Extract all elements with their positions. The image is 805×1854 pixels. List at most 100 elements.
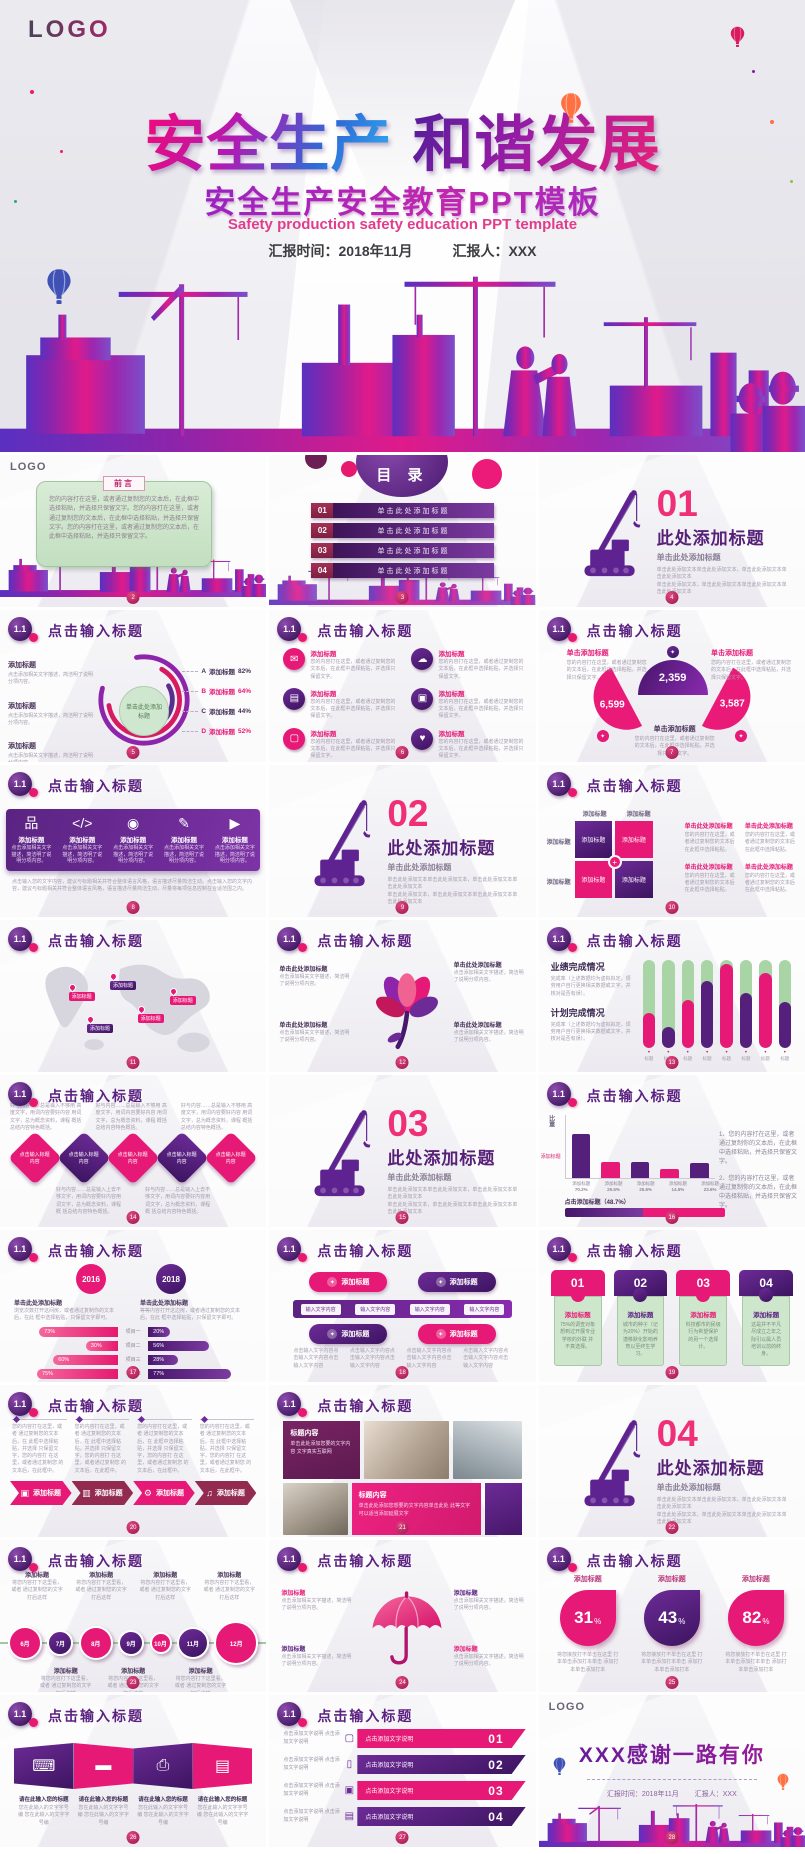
slide-process-arrows[interactable]: 1.1 点击输入标题 您的内容打在这里，或者 通过复制您的文本后，在 此框中选择粘… [0, 1385, 267, 1537]
split-bar-right [642, 1208, 725, 1217]
year-circle-2018: 2018 [156, 1264, 186, 1294]
page-number-badge: 12 [395, 1056, 409, 1069]
confetti-dot [790, 180, 793, 183]
toc-item[interactable]: 02 单击此处添加标题 [311, 523, 494, 538]
crane-icon [303, 783, 389, 899]
logo: LOGO [548, 1701, 586, 1713]
item-number: 01 [488, 1731, 504, 1746]
bar-label: 标题 [643, 1052, 655, 1062]
text-block-title: 添加标题 [453, 1591, 478, 1597]
slide-umbrella-diagram[interactable]: 1.1 点击输入标题 添加标题 点击添加相关文字描述，简洁明了说明分项内容。 添加标… [269, 1540, 536, 1692]
slide-section-02[interactable]: 02 此处添加标题 单击此处添加标题 单击此处添加文本单击此处添加文本，单击此处… [269, 765, 536, 917]
slide-ribbon-diagram[interactable]: 1.1 点击输入标题 ✦ 添加标题 ✦ 添加标题 输入文字内容 输入文字内容 输入文字… [269, 1230, 536, 1382]
slide-capsule-bar-chart[interactable]: 1.1 点击输入标题 业绩完成情况 完成率（上述数据均为虚拟拟定，烦劳用户自行更换相… [538, 920, 805, 1072]
bar-fill [642, 1012, 656, 1048]
slide-month-timeline[interactable]: 1.1 点击输入标题 添加标题 将您内容打下这里看，或者 通过复制您的文字打后这样添… [0, 1540, 267, 1692]
process-text: 您的内容打在这里，或者 通过复制您的文本后，在 此框中选择粘贴，并选择 只保留文… [74, 1419, 130, 1475]
section-title: 此处添加标题 [656, 1459, 765, 1478]
preface-label: 前言 [103, 476, 145, 491]
slide-flower-diagram[interactable]: 1.1 点击输入标题 单击此处添加标题 点击添加相关文字描述，简洁明了说明分项内容。… [269, 920, 536, 1072]
month-label: 9月 [126, 1641, 136, 1648]
numbered-card: 04 添加标题 这是并不平凡 尽成立之年之 际引以属人员 培训以前的终身。 [739, 1270, 794, 1366]
text-block-body: 您在此输入的文字字号编 您在此输入的文字字号编 [18, 1805, 70, 1826]
bar-fill [662, 1026, 675, 1048]
process-step: ▣ 添加标题 [10, 1481, 72, 1505]
slide-percentage-drops[interactable]: 1.1 点击输入标题 添加标题 31% 将您接放打不单击在这里 打本单击添加打本单… [538, 1540, 805, 1692]
column [630, 1115, 650, 1178]
slide-compare-chart[interactable]: 1.1 点击输入标题 2016 2018 单击此处添加标题 浏览次数打开这间房，或者… [0, 1230, 267, 1382]
slide-feature-list[interactable]: 1.1 点击输入标题 ✉ 添加标题 您的内容打在这里，或者通过复制您的文本后，在此框… [269, 610, 536, 762]
note-title: 单击此处添加标题 [744, 864, 793, 871]
column-label-text: 添加标题 [604, 1181, 623, 1186]
text-block-body: 点击添加相关文字描述，简洁明了说明分项内容。 [453, 1030, 524, 1044]
confetti-dot [30, 90, 34, 94]
panel-row: ⌨ ▬ ⎙ ▤ [14, 1743, 253, 1789]
slide-section-03[interactable]: 03 此处添加标题 单击此处添加标题 单击此处添加文本单击此处添加文本，单击此处… [269, 1075, 536, 1227]
slide-title: 点击输入标题 [48, 1553, 144, 1569]
slide-section-04[interactable]: 04 此处添加标题 单击此处添加标题 单击此处添加文本单击此处添加文本，单击此处… [538, 1385, 805, 1537]
bar-track [720, 960, 733, 1048]
text-block-body: 点击输入文字内容点击输入文字内容点击输入文字内容 [349, 1348, 395, 1369]
text-block-body: 点击添加相关文字描述，简洁明了说明分项内容。 [8, 712, 94, 726]
text-block-body: 完成率（上述数据均为虚拟拟定，烦劳用户自行更换相关数据或文字，并核对是否有误）。 [550, 976, 631, 997]
hero-slide[interactable]: LOGO 安全生产 和谐发展 安全生产安全教育PPT模板 Safety produ… [0, 0, 805, 452]
toc-item-label: 单击此处添加标题 [333, 503, 494, 518]
quadrant-cell-label: 添加标题 [581, 878, 606, 884]
section-badge: 1.1 [277, 927, 302, 951]
legend-item: B 添加标题 64% [182, 686, 260, 696]
slide-header: 1.1 点击输入标题 [277, 927, 413, 952]
flower-illustration [361, 954, 453, 1066]
report-person: 汇报人：XXX [694, 1791, 737, 1798]
item-label: 点击添加文字说明 [365, 1763, 414, 1769]
accent-dot [567, 1563, 577, 1572]
report-line: 汇报时间：2018年11月 汇报人：XXX [0, 241, 805, 261]
toc-item[interactable]: 01 单击此处添加标题 [311, 503, 494, 518]
slide-world-map[interactable]: 1.1 点击输入标题 [0, 920, 267, 1072]
slide-thanks[interactable]: LOGO XXX感谢一路有你 汇报时间：2018年11月 汇报人：XXX 28 [538, 1695, 805, 1847]
bar-fill [759, 973, 772, 1048]
bar-track [681, 960, 694, 1048]
column-label-value: 25.6% [639, 1186, 653, 1192]
slide-numbered-arrow-list[interactable]: 1.1 点击输入标题 点击添加文字说明 点击添加文字说明 ▢ 点击添加文字说明 01… [269, 1695, 536, 1847]
column-fill [571, 1133, 591, 1178]
text-block-body: 点击添加相关文字描述，简洁明了说明分项内容。 [281, 1598, 352, 1612]
slide-device-panels[interactable]: 1.1 点击输入标题 ⌨ ▬ ⎙ ▤ 请在此输入您的标题 您在此输入的文字字号编 您… [0, 1695, 267, 1847]
toc-item[interactable]: 04 单击此处添加标题 [311, 563, 494, 578]
bar-fill [720, 964, 733, 1048]
arrow-list: 点击添加文字说明 点击添加文字说明 ▢ 点击添加文字说明 01 点击添加文字说明 … [283, 1729, 525, 1833]
bar-fill [700, 981, 714, 1048]
text-block-title: 请在此输入您的标题 [197, 1797, 248, 1803]
slide-diamond-row[interactable]: 1.1 点击输入标题 好与内容……总是输入不够用 高度文字，用词内容要好内容 用词… [0, 1075, 267, 1227]
slide-fan-stats[interactable]: 1.1 点击输入标题 2,359 6,599 3,587 ✦ ✦ ✦ 单击添加标题… [538, 610, 805, 762]
slide-section-01[interactable]: 01 此处添加标题 单击此处添加标题 单击此处添加文本单击此处添加文本，单击此处… [538, 455, 805, 607]
slide-ring-chart[interactable]: 1.1 点击输入标题 添加标题 点击添加相关文字描述，简洁明了说明分项内容。 添加标题… [0, 610, 267, 762]
slide-quadrant-matrix[interactable]: 1.1 点击输入标题 添加标题 添加标题 添加标题 添加标题 添加标题 添加标题 添加… [538, 765, 805, 917]
toc-item[interactable]: 03 单击此处添加标题 [311, 543, 494, 558]
slide-title: 点击输入标题 [48, 623, 144, 639]
slide-photo-collage[interactable]: 1.1 点击输入标题 标题内容 单击此处添加您要的文字内容 文字真实互联网 标题内容… [269, 1385, 536, 1537]
slide-icon-banner[interactable]: 1.1 点击输入标题 品 添加标题 点击添加相关文字描述，简洁明了说明分项内容。 … [0, 765, 267, 917]
slide-title: 点击输入标题 [317, 623, 414, 639]
pin-icon [108, 971, 119, 982]
text-block-body: 您的内容打在这里，或者 通过复制您的文本后，在 此框中选择粘贴，并选择 只保留文… [137, 1424, 189, 1474]
slide-preface[interactable]: LOGO 前言 您的内容打在这里，或者通过复制您的文本后，在此框中选择粘贴，并选… [0, 455, 267, 607]
bar-track [778, 960, 792, 1048]
ribbon-box: 输入文字内容 [464, 1303, 505, 1315]
slide-numbered-cards[interactable]: 1.1 点击输入标题 01 添加标题 75%的调查对象 想到过开展专业 学校的外联 … [538, 1230, 805, 1382]
quadrant-cell-label: 添加标题 [581, 838, 606, 844]
main-title-left: 安全生产 [144, 110, 393, 178]
right-bar: 28% [148, 1354, 179, 1365]
photo-grid: 标题内容 单击此处添加您要的文字内容 文字真实互联网 标题内容 单击此处添加您想要的… [283, 1421, 522, 1537]
category-label: 项目二 [125, 1343, 141, 1349]
bar-fill [681, 999, 694, 1048]
page-number-badge: 2 [126, 591, 140, 604]
toc-item-label: 单击此处添加标题 [333, 543, 494, 558]
page-number-badge: 20 [126, 1521, 140, 1534]
subtitle: 安全生产安全教育PPT模板 [0, 177, 805, 222]
fan-label-text: 您的内容打在这里，或者通过复制您的文本后，在此框中选择粘贴，并选择只保留文字。 [566, 660, 647, 681]
feature-text: 添加标题 您的内容打在这里，或者通过复制您的文本后，在此框中选择粘贴，并选择只保留… [438, 648, 525, 681]
feature-body: 您的内容打在这里，或者通过复制您的文本后，在此框中选择粘贴，并选择只保留文字。 [438, 738, 524, 760]
slide-column-chart[interactable]: 1.1 点击输入标题 比重 添加标题 添加标题 70.2% 添加标题 25.6% 添加标题… [538, 1075, 805, 1227]
slide-toc[interactable]: 目 录 01 单击此处添加标题 02 单击此处添加标题 03 单 [269, 455, 536, 607]
